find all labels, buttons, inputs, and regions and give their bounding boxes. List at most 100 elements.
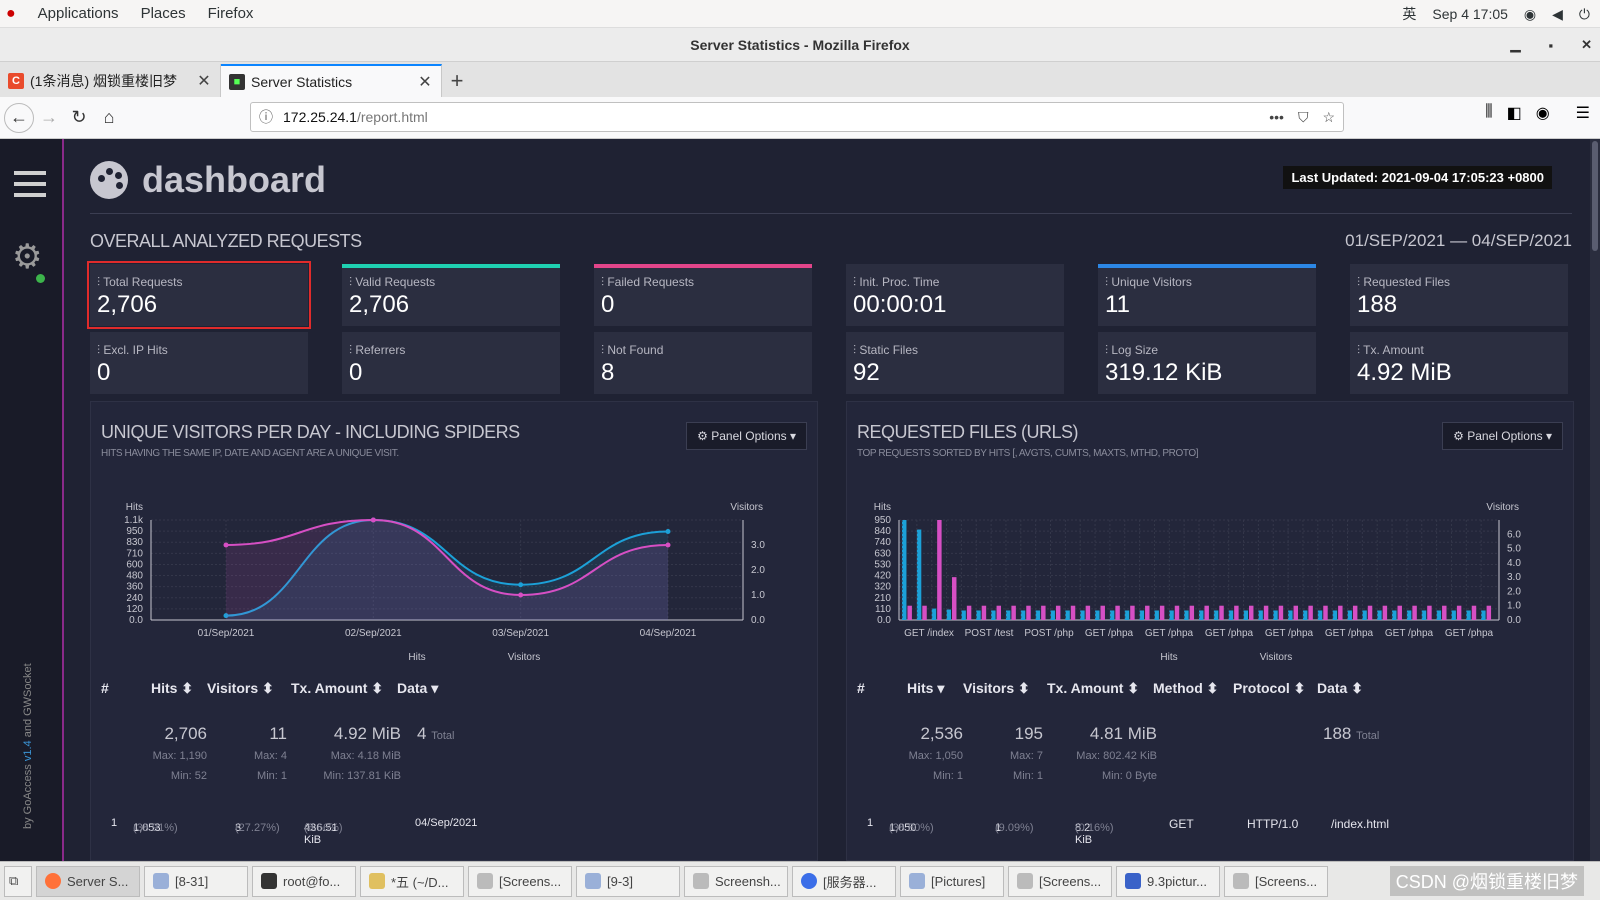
card-requested-files: ⫶ Requested Files 188 [1350,264,1568,326]
forward-icon[interactable]: → [40,107,58,127]
col-protocol[interactable]: Protocol ⬍ [1233,680,1306,696]
scrollbar-thumb[interactable] [1592,141,1598,251]
data-point [665,542,671,548]
pocket-icon[interactable]: ⛉ [1297,108,1309,125]
taskbar-item[interactable]: 9.3pictur... [1116,865,1220,897]
card-value: 0 [97,359,111,386]
show-desktop-button[interactable]: ⧉ [4,865,32,897]
taskbar-item[interactable]: [服务器... [792,865,896,897]
minimize-icon[interactable]: ▁ [1510,37,1521,52]
col-visitors[interactable]: Visitors ⬍ [963,680,1030,696]
requested-files-panel: REQUESTED FILES (URLS) TOP REQUESTS SORT… [846,401,1574,861]
col-index[interactable]: # [101,680,109,696]
editor-icon [369,873,385,889]
panel-options-button[interactable]: ⚙ Panel Options ▾ [1442,422,1563,450]
visitors-bar [981,605,987,620]
col-data[interactable]: Data ▾ [397,680,439,696]
tab-close-icon[interactable]: ✕ [197,72,211,90]
back-icon[interactable]: ← [4,102,34,133]
firefox-menu[interactable]: Firefox [207,5,254,22]
hits-bar [1228,610,1234,620]
summary-hits-min: Min: 52 [170,770,207,782]
library-icon[interactable]: ⫼ [1485,103,1493,120]
tab-server-statistics[interactable]: ■ Server Statistics ✕ [221,64,442,97]
reload-icon[interactable]: ↻ [71,107,87,127]
y-left-tick-label: 1.1k [124,515,144,526]
visitors-bar [1145,605,1150,620]
table-row[interactable]: 1 1,050 (38.80%) 1 (9.09%) 8.2 KiB (0.16… [867,817,1390,846]
hits-bar [1347,610,1352,620]
col-data[interactable]: Data ⬍ [1317,680,1363,696]
taskbar-item[interactable]: root@fo... [252,865,356,897]
url-path: /report.html [356,109,428,125]
page-content: ⚙ by GoAccess v1.4 and GWSocket dashboar… [0,139,1600,861]
col-tx-amount[interactable]: Tx. Amount ⬍ [1047,680,1140,696]
maximize-icon[interactable]: ▪ [1548,37,1554,53]
close-icon[interactable]: ✕ [1581,37,1592,52]
summary-data: 188 [1323,724,1352,743]
row-protocol: HTTP/1.0 [1247,817,1299,831]
hits-bar [1169,610,1174,620]
hits-bar [902,520,907,620]
panel-options-button[interactable]: ⚙ Panel Options ▾ [686,422,807,450]
hits-bar [1050,610,1055,620]
col-visitors[interactable]: Visitors ⬍ [207,680,274,696]
hits-bar [931,608,937,620]
input-method-indicator[interactable]: 英 [1402,6,1417,22]
taskbar-item[interactable]: [Screens... [1224,865,1328,897]
power-icon[interactable]: ⏻ [1578,5,1590,22]
taskbar-item[interactable]: [Pictures] [900,865,1004,897]
col-tx-amount[interactable]: Tx. Amount ⬍ [291,680,384,696]
applications-menu[interactable]: Applications [37,5,119,22]
taskbar-item[interactable]: [Screens... [468,865,572,897]
y-left-tick-label: 530 [874,559,891,570]
page-actions-icon[interactable]: ••• [1269,109,1284,125]
open-menu-icon[interactable]: ☰ [1575,105,1590,122]
account-icon[interactable]: ◉ [1535,105,1550,122]
taskbar-item[interactable]: [8-31] [144,865,248,897]
info-icon[interactable]: ⓘ [259,109,273,125]
col-hits[interactable]: Hits ▾ [907,680,945,696]
redhat-logo-icon: ● [6,4,16,22]
visitors-bar [1174,605,1180,620]
tab-csdn[interactable]: C (1条消息) 烟锁重楼旧梦 ✕ [0,64,221,97]
col-method[interactable]: Method ⬍ [1153,680,1219,696]
x-tick-label: GET /phpa [1325,628,1374,639]
taskbar-item[interactable]: Screensh... [684,865,788,897]
table-row[interactable]: 1 1,053 (38.91%) 3 (27.27%) 436.51 KiB (… [111,817,478,846]
card-log-size: ⫶ Log Size 319.12 KiB [1098,332,1316,394]
taskbar-item[interactable]: *五 (~/D... [360,865,464,897]
bookmark-star-icon[interactable]: ☆ [1322,108,1335,125]
new-tab-button[interactable]: + [450,67,464,93]
y-left-tick-label: 110 [875,604,891,615]
screenshot-icon [1017,873,1033,889]
taskbar-item[interactable]: [9-3] [576,865,680,897]
home-icon[interactable]: ⌂ [103,107,115,127]
date-range: 01/SEP/2021 — 04/SEP/2021 [1345,231,1572,250]
visitors-bar [1219,605,1224,620]
taskbar-item[interactable]: [Screens... [1008,865,1112,897]
system-top-bar: ● Applications Places Firefox 英 Sep 4 17… [0,0,1600,28]
hamburger-menu-icon[interactable] [14,171,46,197]
hits-bar [1243,610,1249,620]
places-menu[interactable]: Places [140,5,186,22]
y-right-tick-label: 0.0 [1507,615,1521,626]
summary-hits: 2,536 [920,724,963,743]
tab-close-icon[interactable]: ✕ [418,73,432,91]
x-tick-label: GET /phpa [1445,628,1494,639]
sidebar-icon[interactable]: ◧ [1506,105,1522,122]
page-scrollbar[interactable] [1590,139,1600,861]
col-index[interactable]: # [857,680,865,696]
card-title: ⫶ Valid Requests [349,275,436,289]
taskbar-item[interactable]: Server S... [36,865,140,897]
volume-icon[interactable]: ◀ [1552,5,1563,22]
visitors-bar [937,520,942,620]
requested-files-chart: Hits Visitors0.01102103204205306307408409… [874,502,1522,663]
col-hits[interactable]: Hits ⬍ [151,680,194,696]
url-bar[interactable]: ⓘ 172.25.24.1/report.html ••• ⛉ ☆ [250,102,1344,132]
settings-gear-icon[interactable]: ⚙ [12,238,43,276]
screenshot-icon [693,873,709,889]
websocket-status-dot [36,274,45,283]
clock[interactable]: Sep 4 17:05 [1432,6,1508,22]
wifi-icon[interactable]: ◉ [1523,5,1537,22]
